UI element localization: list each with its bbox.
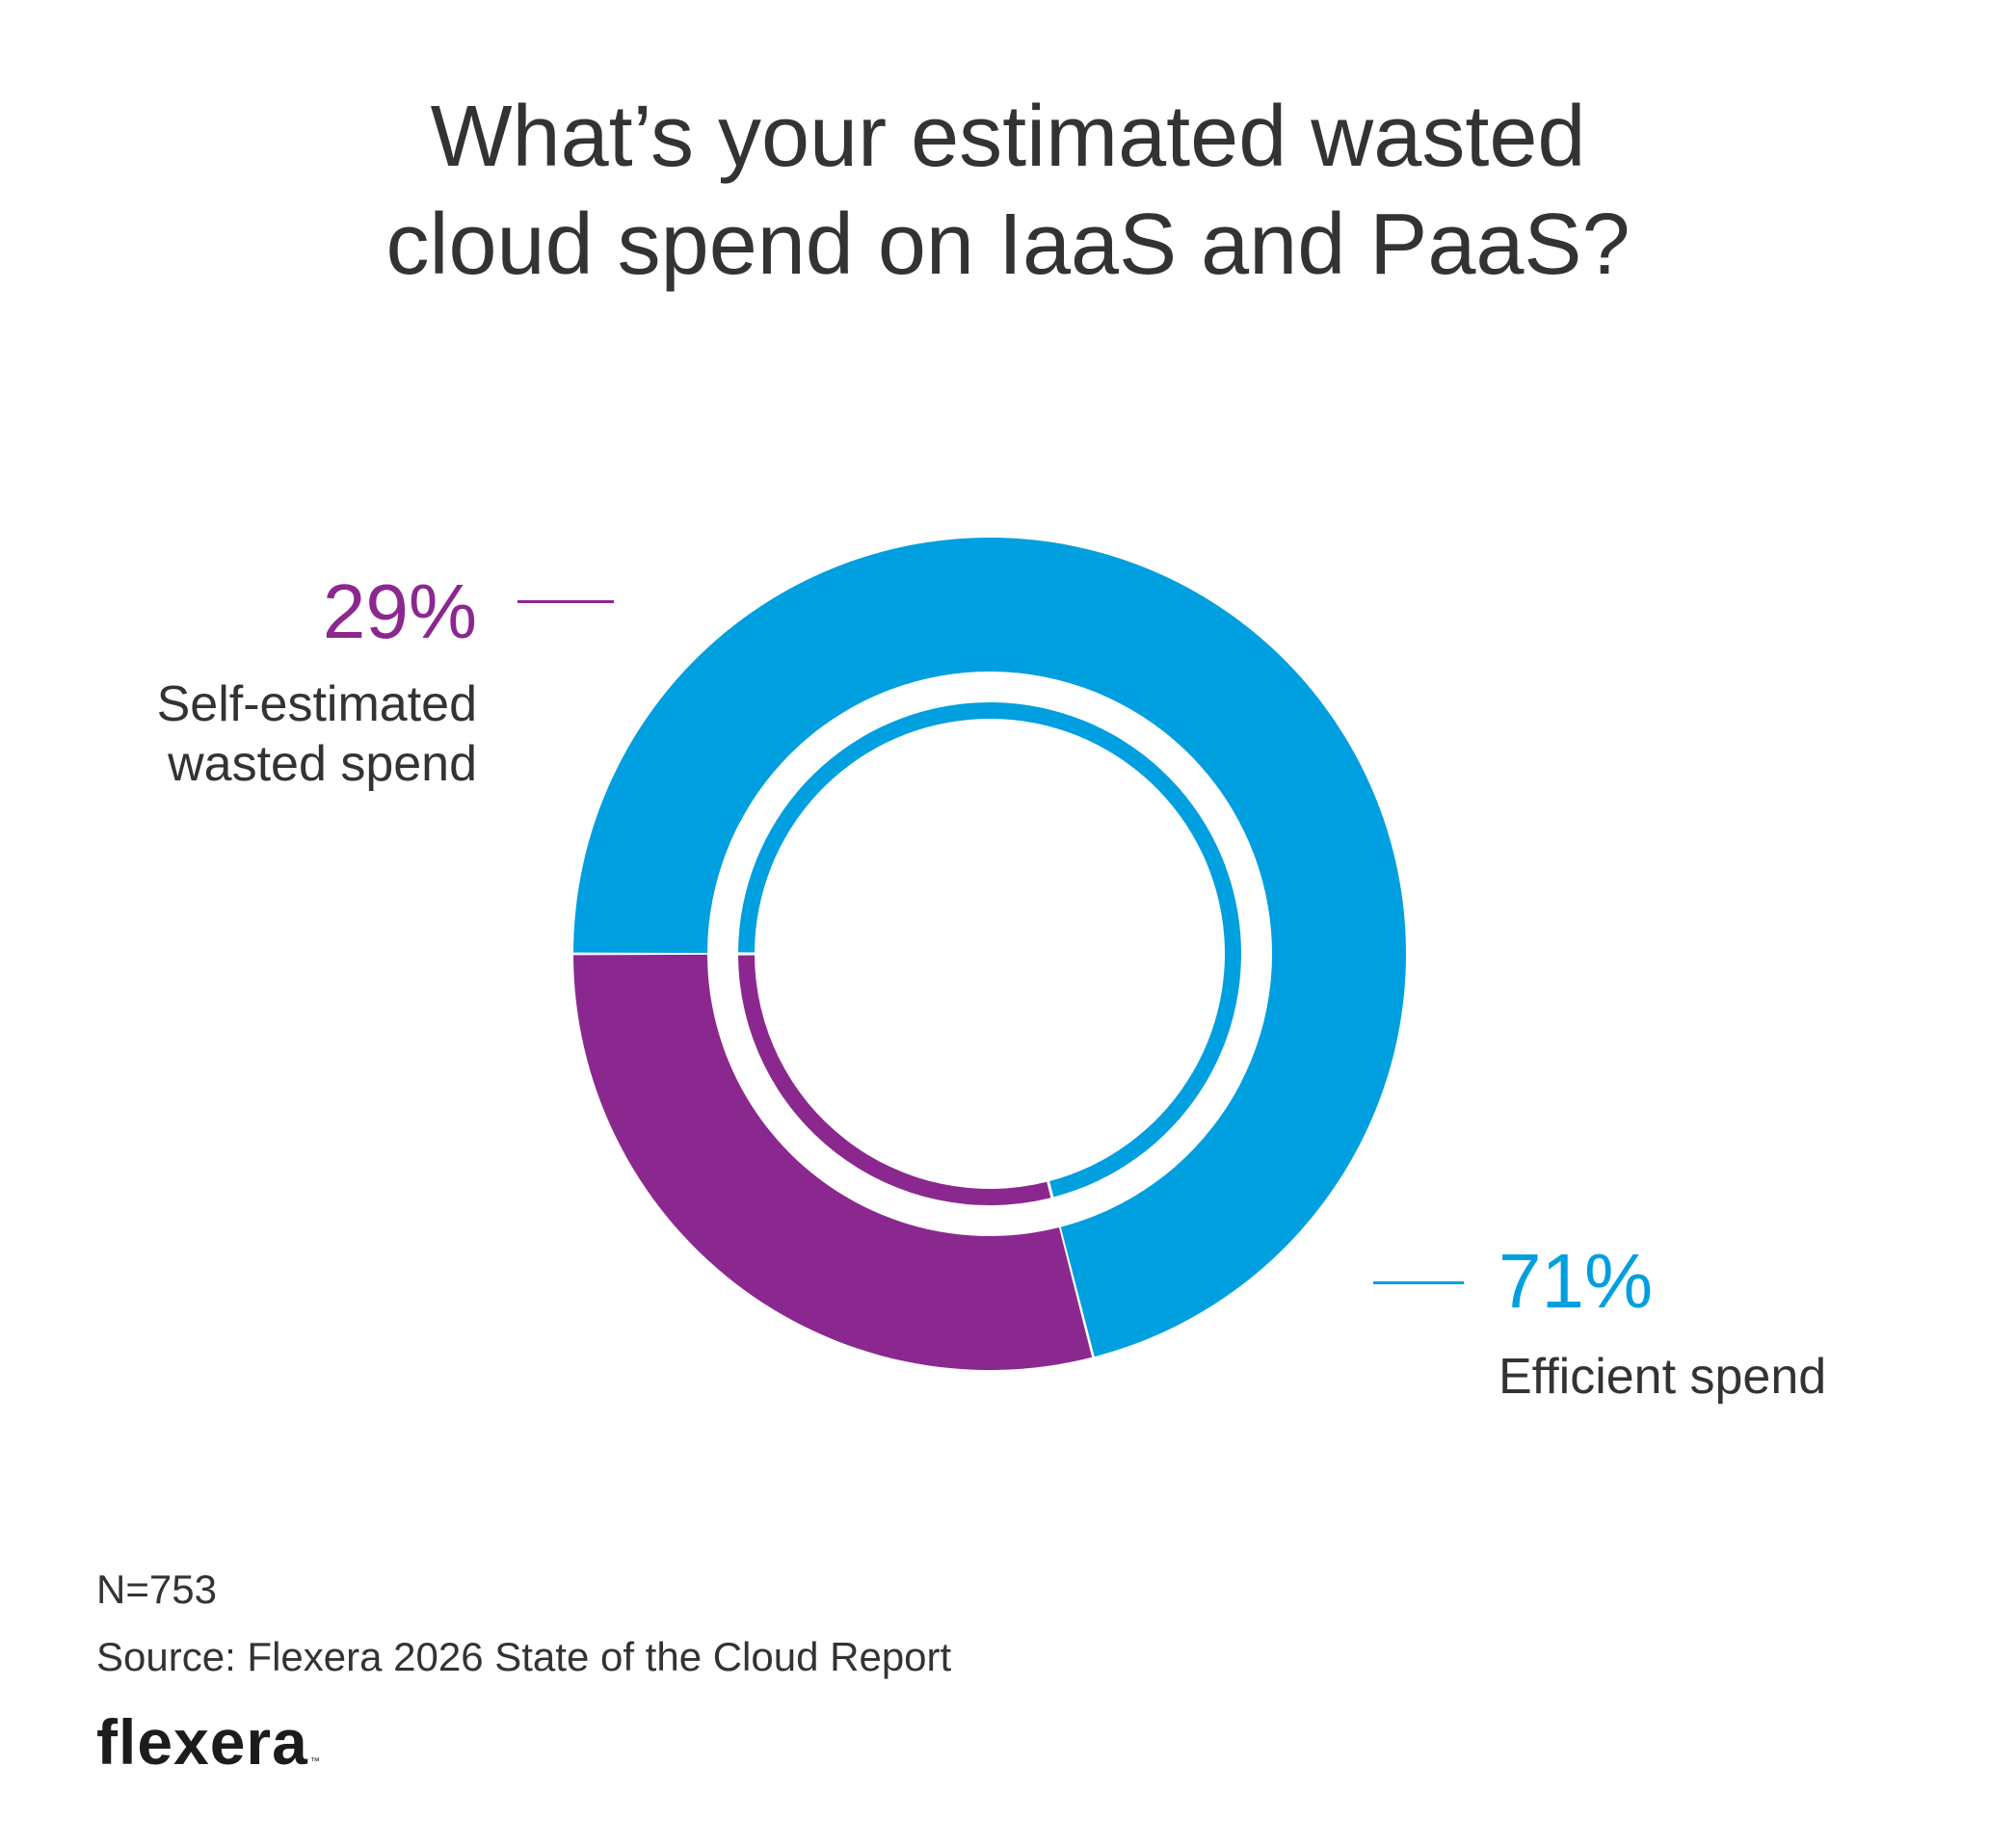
flexera-logo: flexera ™ <box>96 1703 321 1801</box>
outer-ring <box>573 538 1406 1371</box>
wasted-leader-line <box>517 600 614 603</box>
wasted-label-line-1: Self-estimated <box>156 676 477 732</box>
chart-title-line-1: What’s your estimated wasted <box>430 89 1586 185</box>
efficient-percentage: 71% <box>1499 1238 1654 1324</box>
outer-efficient-slice <box>573 538 1406 1357</box>
sample-size-note: N=753 <box>96 1567 217 1612</box>
logo-trademark: ™ <box>309 1756 321 1767</box>
chart-title-line-2: cloud spend on IaaS and PaaS? <box>385 197 1631 293</box>
wasted-percentage: 29% <box>322 568 477 654</box>
wasted-label-line-2: wasted spend <box>168 736 477 792</box>
source-note: Source: Flexera 2026 State of the Cloud … <box>96 1634 952 1679</box>
flexera-logo-text: flexera <box>96 1706 308 1778</box>
efficient-label: Efficient spend <box>1499 1347 1826 1407</box>
chart-title: What’s your estimated wasted cloud spend… <box>0 83 2016 299</box>
outer-wasted-slice <box>573 954 1093 1371</box>
wasted-label: Self-estimated wasted spend <box>58 674 477 794</box>
efficient-leader-line <box>1373 1281 1464 1284</box>
inner-ring <box>738 701 1241 1206</box>
efficient-label-line-1: Efficient spend <box>1499 1349 1827 1405</box>
